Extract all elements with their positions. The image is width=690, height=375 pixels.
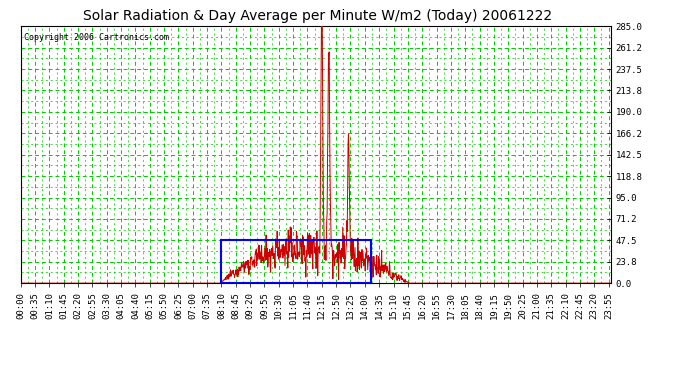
- Text: Solar Radiation & Day Average per Minute W/m2 (Today) 20061222: Solar Radiation & Day Average per Minute…: [83, 9, 552, 23]
- Text: Copyright 2006 Cartronics.com: Copyright 2006 Cartronics.com: [23, 33, 168, 42]
- Bar: [221, 240, 371, 283]
